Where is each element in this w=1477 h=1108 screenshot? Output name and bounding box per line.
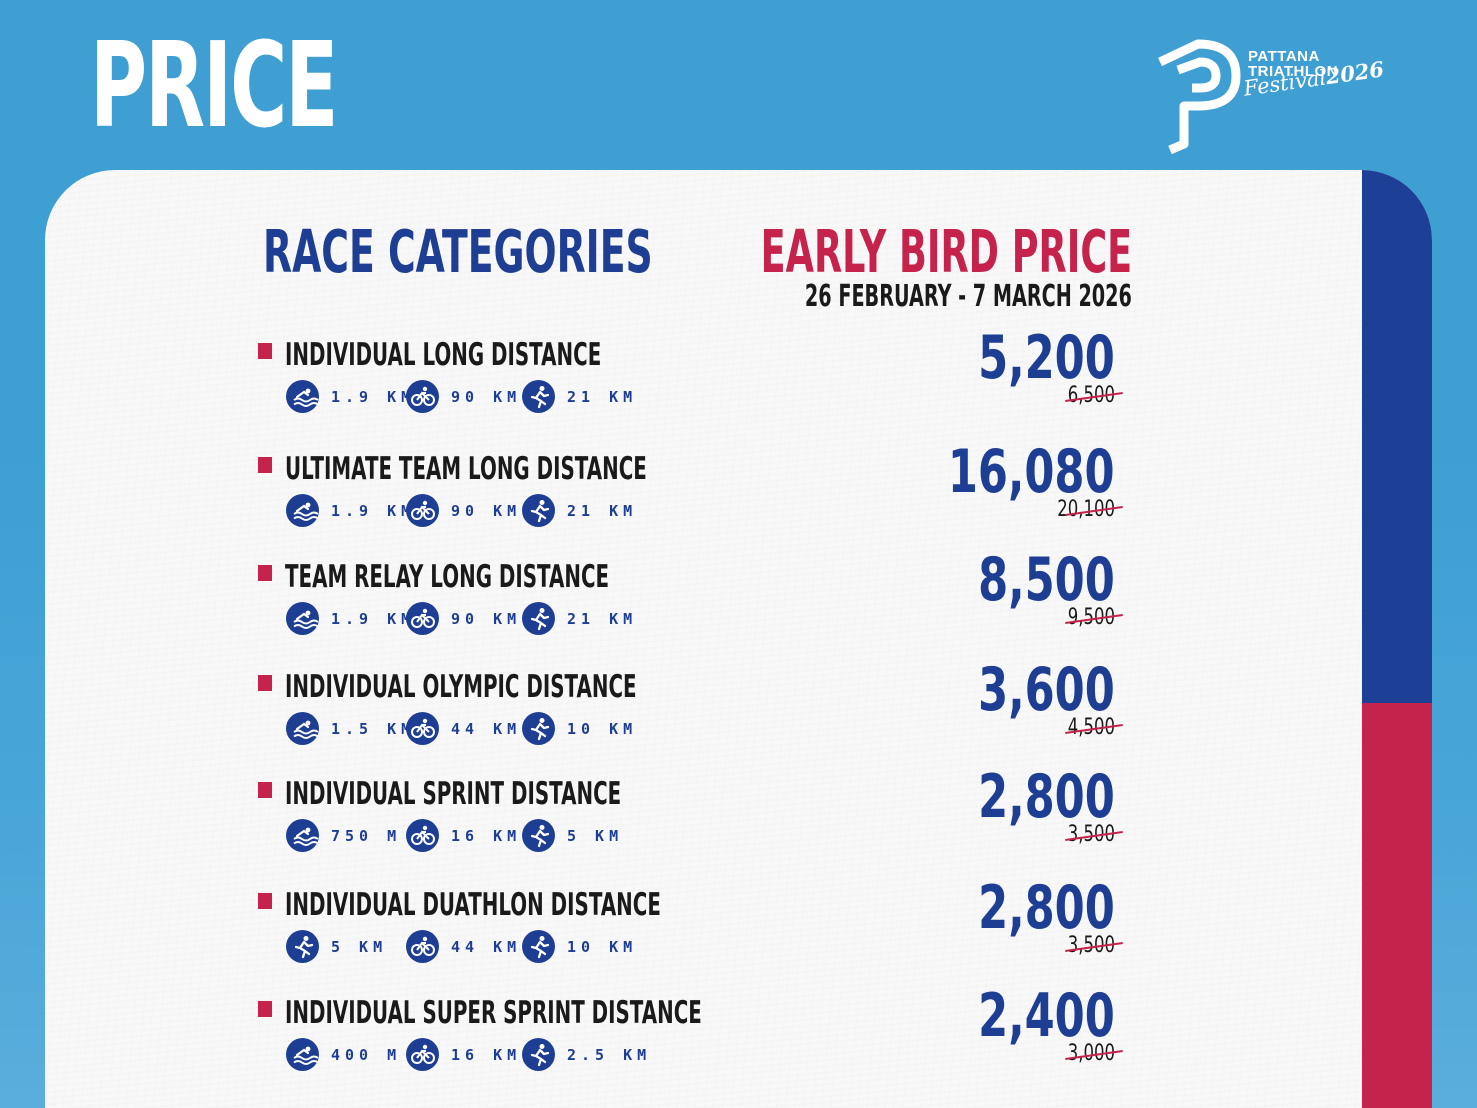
bike-icon [406, 930, 439, 963]
category-bullet [258, 893, 272, 909]
run-icon [286, 930, 319, 963]
run-icon [522, 1038, 555, 1071]
side-band-blue [1362, 170, 1432, 703]
leg-distance: 1.5 KM [331, 720, 416, 738]
bike-icon [406, 1038, 439, 1071]
side-band-red [1362, 703, 1432, 1108]
leg-distance: 400 M [331, 1046, 402, 1064]
run-icon [522, 712, 555, 745]
swim-icon [286, 712, 319, 745]
pattana-triathlon-logo: PATTANA TRIATHLON Festival2026 [1150, 32, 1385, 154]
category-bullet [258, 565, 272, 581]
bike-icon [406, 494, 439, 527]
price-card: RACE CATEGORIES EARLY BIRD PRICE 26 FEBR… [45, 170, 1432, 1108]
swim-icon [286, 380, 319, 413]
leg-distance: 1.9 KM [331, 388, 416, 406]
leg-distance: 10 KM [567, 938, 638, 956]
logo-line1: PATTANA [1248, 48, 1320, 65]
category-bullet [258, 782, 272, 798]
early-bird-price: 2,800 [978, 873, 1115, 943]
leg-distance: 750 M [331, 827, 402, 845]
leg-distance: 10 KM [567, 720, 638, 738]
category-name: INDIVIDUAL SUPER SPRINT DISTANCE [285, 995, 702, 1031]
race-categories-heading: RACE CATEGORIES [263, 217, 653, 286]
category-bullet [258, 457, 272, 473]
swim-icon [286, 494, 319, 527]
pattana-logo-mark-icon [1158, 39, 1241, 154]
early-bird-date-range: 26 FEBRUARY - 7 MARCH 2026 [805, 279, 1132, 314]
category-bullet [258, 675, 272, 691]
swim-icon [286, 602, 319, 635]
leg-distance: 90 KM [451, 388, 522, 406]
leg-distance: 16 KM [451, 1046, 522, 1064]
leg-distance: 44 KM [451, 938, 522, 956]
category-row: INDIVIDUAL DUATHLON DISTANCE 5 KM 44 KM … [45, 878, 1345, 990]
category-name: INDIVIDUAL OLYMPIC DISTANCE [285, 669, 637, 705]
run-icon [522, 494, 555, 527]
category-name: INDIVIDUAL SPRINT DISTANCE [285, 776, 622, 812]
category-row: ULTIMATE TEAM LONG DISTANCE 1.9 KM 90 KM… [45, 442, 1345, 554]
category-bullet [258, 343, 272, 359]
run-icon [522, 930, 555, 963]
early-bird-price: 16,080 [948, 437, 1115, 507]
swim-icon [286, 819, 319, 852]
leg-distance: 16 KM [451, 827, 522, 845]
swim-icon [286, 1038, 319, 1071]
logo-line2: TRIATHLON [1248, 63, 1339, 80]
early-bird-price: 2,400 [978, 981, 1115, 1051]
run-icon [522, 602, 555, 635]
leg-distance: 44 KM [451, 720, 522, 738]
leg-distance: 2.5 KM [567, 1046, 652, 1064]
leg-distance: 5 KM [331, 938, 388, 956]
early-bird-price: 5,200 [978, 323, 1115, 393]
category-name: TEAM RELAY LONG DISTANCE [285, 559, 610, 595]
category-row: INDIVIDUAL SPRINT DISTANCE 750 M 16 KM 5… [45, 767, 1345, 879]
early-bird-price: 2,800 [978, 762, 1115, 832]
leg-distance: 21 KM [567, 388, 638, 406]
leg-distance: 1.9 KM [331, 610, 416, 628]
category-name: ULTIMATE TEAM LONG DISTANCE [285, 451, 647, 487]
category-row: INDIVIDUAL SUPER SPRINT DISTANCE 400 M 1… [45, 986, 1345, 1098]
early-bird-price: 8,500 [978, 545, 1115, 615]
leg-distance: 21 KM [567, 502, 638, 520]
leg-distance: 5 KM [567, 827, 624, 845]
early-bird-price: 3,600 [978, 655, 1115, 725]
leg-distance: 90 KM [451, 502, 522, 520]
logo-wordmark: PATTANA TRIATHLON [1248, 49, 1338, 79]
early-bird-heading: EARLY BIRD PRICE [760, 217, 1132, 286]
category-row: INDIVIDUAL OLYMPIC DISTANCE 1.5 KM 44 KM… [45, 660, 1345, 772]
leg-distance: 90 KM [451, 610, 522, 628]
category-name: INDIVIDUAL LONG DISTANCE [285, 337, 602, 373]
category-row: INDIVIDUAL LONG DISTANCE 1.9 KM 90 KM 21… [45, 328, 1345, 440]
bike-icon [406, 819, 439, 852]
bike-icon [406, 602, 439, 635]
bike-icon [406, 380, 439, 413]
leg-distance: 21 KM [567, 610, 638, 628]
category-row: TEAM RELAY LONG DISTANCE 1.9 KM 90 KM 21… [45, 550, 1345, 662]
page-title: PRICE [90, 16, 338, 154]
run-icon [522, 380, 555, 413]
category-bullet [258, 1001, 272, 1017]
bike-icon [406, 712, 439, 745]
leg-distance: 1.9 KM [331, 502, 416, 520]
category-name: INDIVIDUAL DUATHLON DISTANCE [285, 887, 661, 923]
run-icon [522, 819, 555, 852]
